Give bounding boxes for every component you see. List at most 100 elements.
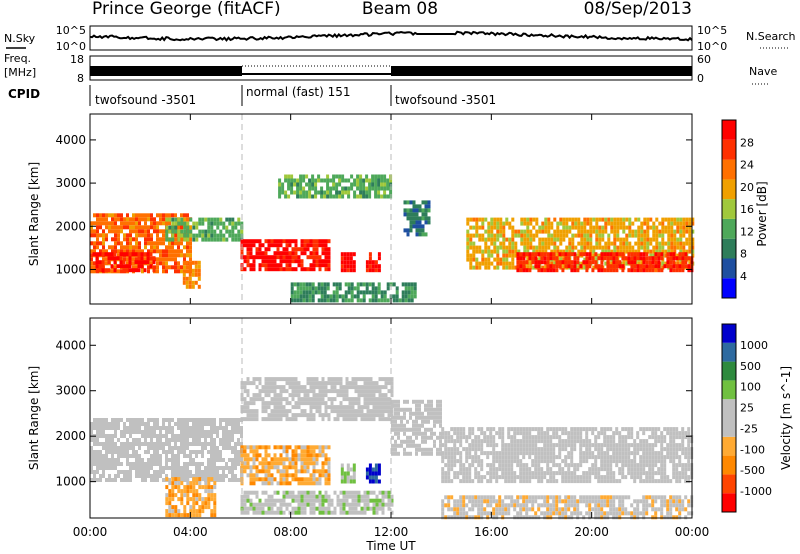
power-cell	[311, 186, 315, 191]
velocity-cell	[318, 449, 322, 454]
velocity-cell	[141, 434, 144, 438]
power-cell	[546, 256, 550, 261]
velocity-cell	[495, 443, 499, 448]
velocity-cell	[141, 442, 144, 446]
velocity-cell	[519, 459, 523, 464]
velocity-cell	[387, 498, 391, 503]
power-cell	[493, 237, 497, 242]
velocity-cell	[213, 438, 216, 442]
velocity-cell	[210, 430, 213, 434]
power-cell	[252, 267, 256, 272]
velocity-cell	[378, 385, 382, 390]
velocity-cell	[129, 474, 132, 478]
power-cell	[324, 243, 328, 248]
velocity-cell	[651, 459, 655, 464]
velocity-cell	[468, 471, 472, 476]
power-cell	[321, 263, 325, 268]
velocity-cell	[309, 377, 313, 382]
power-cell	[180, 265, 183, 270]
velocity-cell	[153, 422, 156, 426]
power-cell	[552, 256, 556, 261]
velocity-cell	[327, 473, 331, 478]
power-cell	[380, 186, 384, 191]
power-cell	[132, 213, 135, 218]
power-cell	[324, 247, 328, 252]
power-cell	[267, 255, 271, 260]
velocity-cell	[397, 411, 400, 416]
velocity-cell	[198, 466, 201, 470]
power-colorbar-tick-label: 4	[740, 270, 747, 283]
power-cell	[287, 194, 291, 199]
velocity-cell	[424, 447, 427, 452]
power-cell	[317, 190, 321, 195]
power-cell	[543, 256, 547, 261]
velocity-cell	[369, 506, 373, 511]
power-cell	[338, 178, 342, 183]
power-cell	[643, 245, 647, 250]
power-cell	[273, 263, 277, 268]
velocity-cell	[453, 463, 457, 468]
velocity-cell	[156, 438, 159, 442]
velocity-cell	[366, 498, 370, 503]
power-cell	[110, 256, 114, 261]
velocity-cell	[192, 418, 195, 422]
power-cell	[276, 251, 280, 256]
power-cell	[204, 229, 208, 234]
power-cell	[676, 253, 680, 258]
velocity-cell	[177, 450, 180, 454]
power-cell	[93, 229, 96, 234]
velocity-cell	[552, 479, 556, 484]
power-cell	[535, 233, 539, 238]
velocity-cell	[348, 506, 352, 511]
power-cell	[412, 212, 416, 217]
velocity-cell	[397, 415, 400, 420]
velocity-cell	[312, 393, 316, 398]
velocity-cell	[120, 442, 123, 446]
power-cell	[466, 253, 470, 258]
velocity-cell	[450, 463, 454, 468]
velocity-cell	[303, 449, 307, 454]
velocity-cell	[243, 409, 247, 414]
velocity-cell	[390, 494, 394, 499]
power-cell	[553, 261, 557, 266]
velocity-cell	[357, 377, 361, 382]
velocity-cell	[339, 381, 343, 386]
velocity-cell	[267, 381, 271, 386]
velocity-cell	[93, 450, 96, 454]
power-cell	[487, 229, 491, 234]
velocity-cell	[540, 435, 544, 440]
velocity-cell	[600, 459, 604, 464]
velocity-cell	[309, 413, 313, 418]
power-cell	[496, 221, 500, 226]
power-cell	[418, 228, 422, 233]
power-cell	[532, 245, 536, 250]
power-cell	[642, 252, 646, 257]
velocity-cell	[300, 481, 304, 486]
velocity-cell	[363, 413, 367, 418]
velocity-cell	[468, 455, 472, 460]
velocity-cell	[255, 477, 259, 482]
velocity-cell	[246, 453, 250, 458]
velocity-cell	[450, 447, 454, 452]
power-cell	[529, 233, 533, 238]
velocity-cell	[363, 389, 367, 394]
power-cell	[240, 229, 244, 234]
power-cell	[511, 241, 515, 246]
power-cell	[120, 229, 123, 234]
velocity-cell	[627, 431, 631, 436]
velocity-cell	[462, 435, 466, 440]
power-cell	[96, 225, 99, 230]
power-cell	[679, 245, 683, 250]
power-cell	[688, 261, 692, 266]
power-cell	[171, 217, 175, 222]
velocity-cell	[288, 377, 292, 382]
velocity-cell	[378, 490, 382, 495]
velocity-cell	[318, 502, 322, 507]
velocity-cell	[330, 405, 334, 410]
velocity-cell	[480, 459, 484, 464]
velocity-cell	[333, 417, 337, 422]
velocity-cell	[135, 422, 138, 426]
velocity-cell	[213, 446, 216, 450]
velocity-cell	[441, 451, 445, 456]
power-cell	[413, 282, 417, 287]
